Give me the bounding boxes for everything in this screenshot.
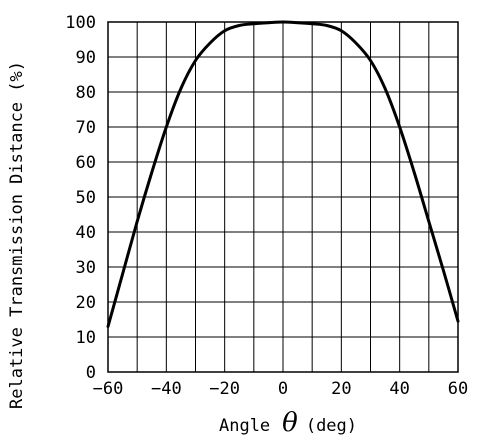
x-tick-label: −40 xyxy=(151,379,182,399)
y-tick-label: 30 xyxy=(76,258,96,278)
y-tick-label: 10 xyxy=(76,328,96,348)
x-axis-label-symbol: θ xyxy=(282,408,298,438)
y-tick-label: 70 xyxy=(76,118,96,138)
y-tick-label: 80 xyxy=(76,83,96,103)
x-tick-label: 40 xyxy=(389,379,409,399)
x-tick-label: 0 xyxy=(278,379,288,399)
series-line xyxy=(106,20,460,328)
y-tick-label: 100 xyxy=(65,13,96,33)
series-layer xyxy=(106,20,460,328)
y-tick-label: 60 xyxy=(76,153,96,173)
grid xyxy=(107,21,459,373)
y-tick-label: 20 xyxy=(76,293,96,313)
x-tick-label: −60 xyxy=(93,379,124,399)
y-tick-label: 40 xyxy=(76,223,96,243)
x-tick-labels: −60 −40 −20 0 20 40 60 xyxy=(93,379,469,399)
y-tick-label: 50 xyxy=(76,188,96,208)
x-axis-label: Angle θ (deg) xyxy=(219,408,357,438)
x-tick-label: 20 xyxy=(331,379,351,399)
x-axis-label-suffix: (deg) xyxy=(306,416,357,436)
y-tick-label: 90 xyxy=(76,48,96,68)
x-tick-label: −20 xyxy=(209,379,240,399)
y-tick-label: 0 xyxy=(86,363,96,383)
x-tick-label: 60 xyxy=(448,379,468,399)
y-axis-label: Relative Transmission Distance (%) xyxy=(7,61,27,409)
y-tick-labels: 0 10 20 30 40 50 60 70 80 90 100 xyxy=(65,13,96,383)
x-axis-label-prefix: Angle xyxy=(219,416,270,436)
